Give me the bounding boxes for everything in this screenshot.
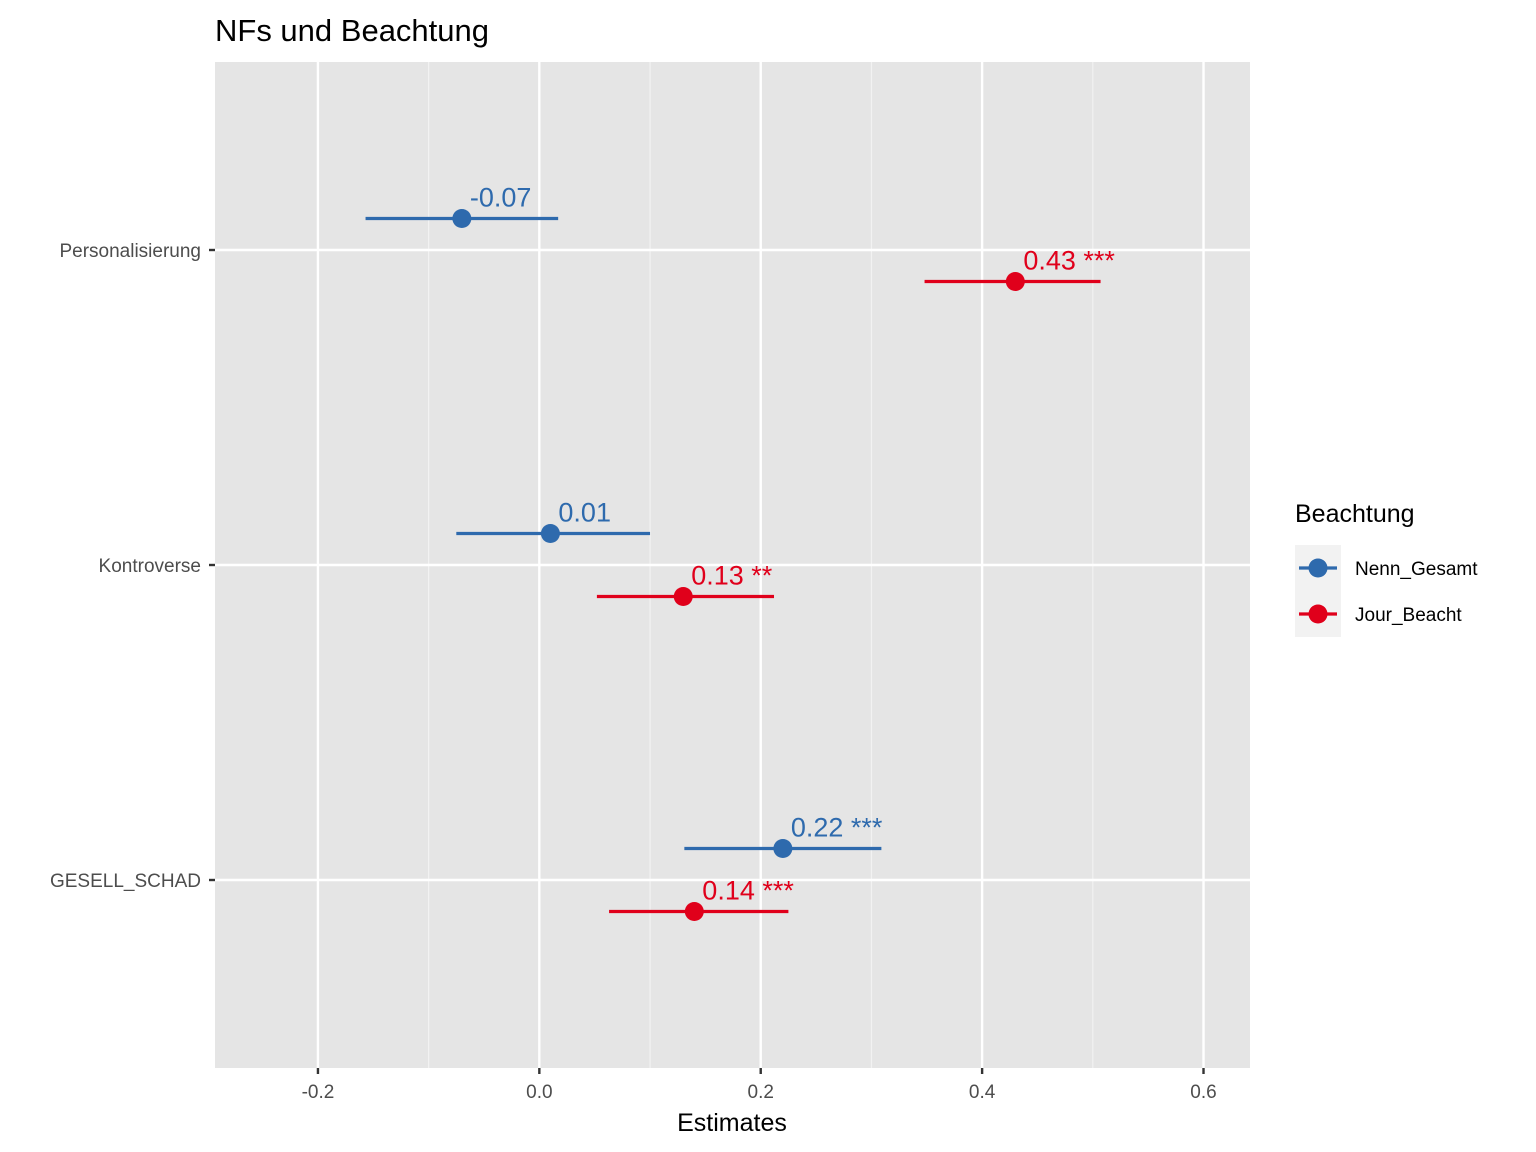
estimate-label: 0.01 — [558, 498, 611, 528]
estimate-point — [1005, 272, 1025, 291]
y-tick-label: Kontroverse — [99, 556, 201, 577]
data-marks: -0.07 0.01 0.22 *** 0.43 *** 0.13 ** 0.14 *** — [365, 183, 1115, 921]
y-tick-label: Personalisierung — [59, 241, 201, 262]
x-tick-label: 0.4 — [969, 1082, 996, 1103]
legend-label: Jour_Beacht — [1355, 605, 1462, 626]
x-tick-label: 0.6 — [1190, 1082, 1216, 1103]
estimate-point — [540, 524, 560, 543]
major-gridlines — [215, 62, 1250, 1068]
y-tick-label: GESELL_SCHAD — [50, 871, 201, 892]
estimate-label: 0.43 *** — [1023, 246, 1115, 276]
chart-title: NFs und Beachtung — [215, 13, 489, 48]
estimate-label: -0.07 — [470, 183, 532, 213]
x-tick-label: 0.2 — [748, 1082, 774, 1103]
x-tick-label: 0.0 — [526, 1082, 552, 1103]
estimate-point — [452, 209, 472, 228]
estimate-point — [773, 839, 793, 858]
x-axis-title: Estimates — [677, 1109, 787, 1137]
estimate-label: 0.22 *** — [791, 813, 883, 843]
legend: Beachtung Nenn_Gesamt Jour_Beacht — [1295, 500, 1478, 637]
y-axis: Personalisierung Kontroverse GESELL_SCHAD — [50, 241, 215, 892]
legend-key-point — [1308, 558, 1328, 578]
legend-label: Nenn_Gesamt — [1355, 559, 1478, 580]
estimate-label: 0.14 *** — [702, 876, 794, 906]
estimate-point — [684, 902, 704, 921]
legend-key-point — [1308, 604, 1328, 624]
estimate-label: 0.13 ** — [691, 561, 773, 591]
legend-title: Beachtung — [1295, 500, 1415, 528]
x-tick-label: -0.2 — [302, 1082, 335, 1103]
estimate-point — [673, 587, 693, 606]
x-axis: -0.2 0.0 0.2 0.4 0.6 — [302, 1068, 1217, 1103]
